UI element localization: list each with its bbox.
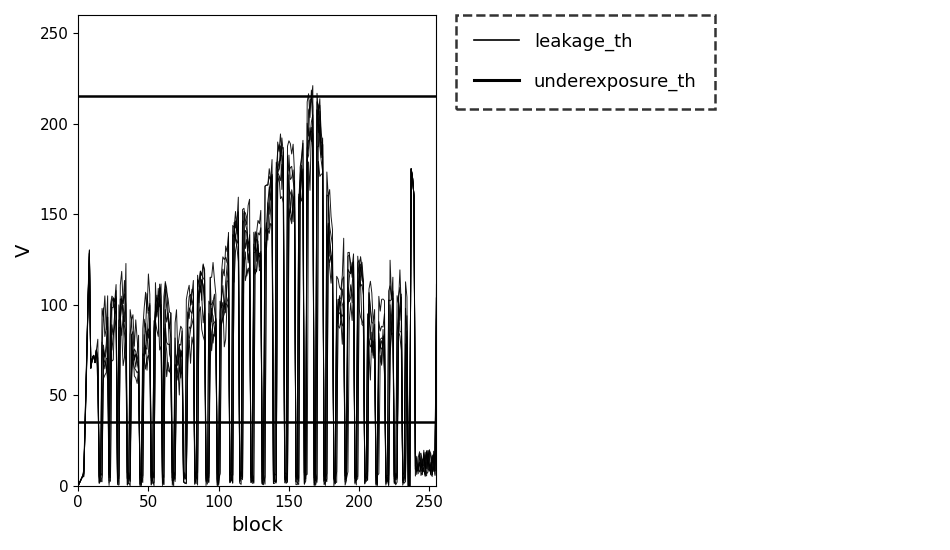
X-axis label: block: block	[232, 516, 283, 535]
Y-axis label: V: V	[15, 244, 34, 257]
Legend: leakage_th, underexposure_th: leakage_th, underexposure_th	[456, 15, 714, 109]
